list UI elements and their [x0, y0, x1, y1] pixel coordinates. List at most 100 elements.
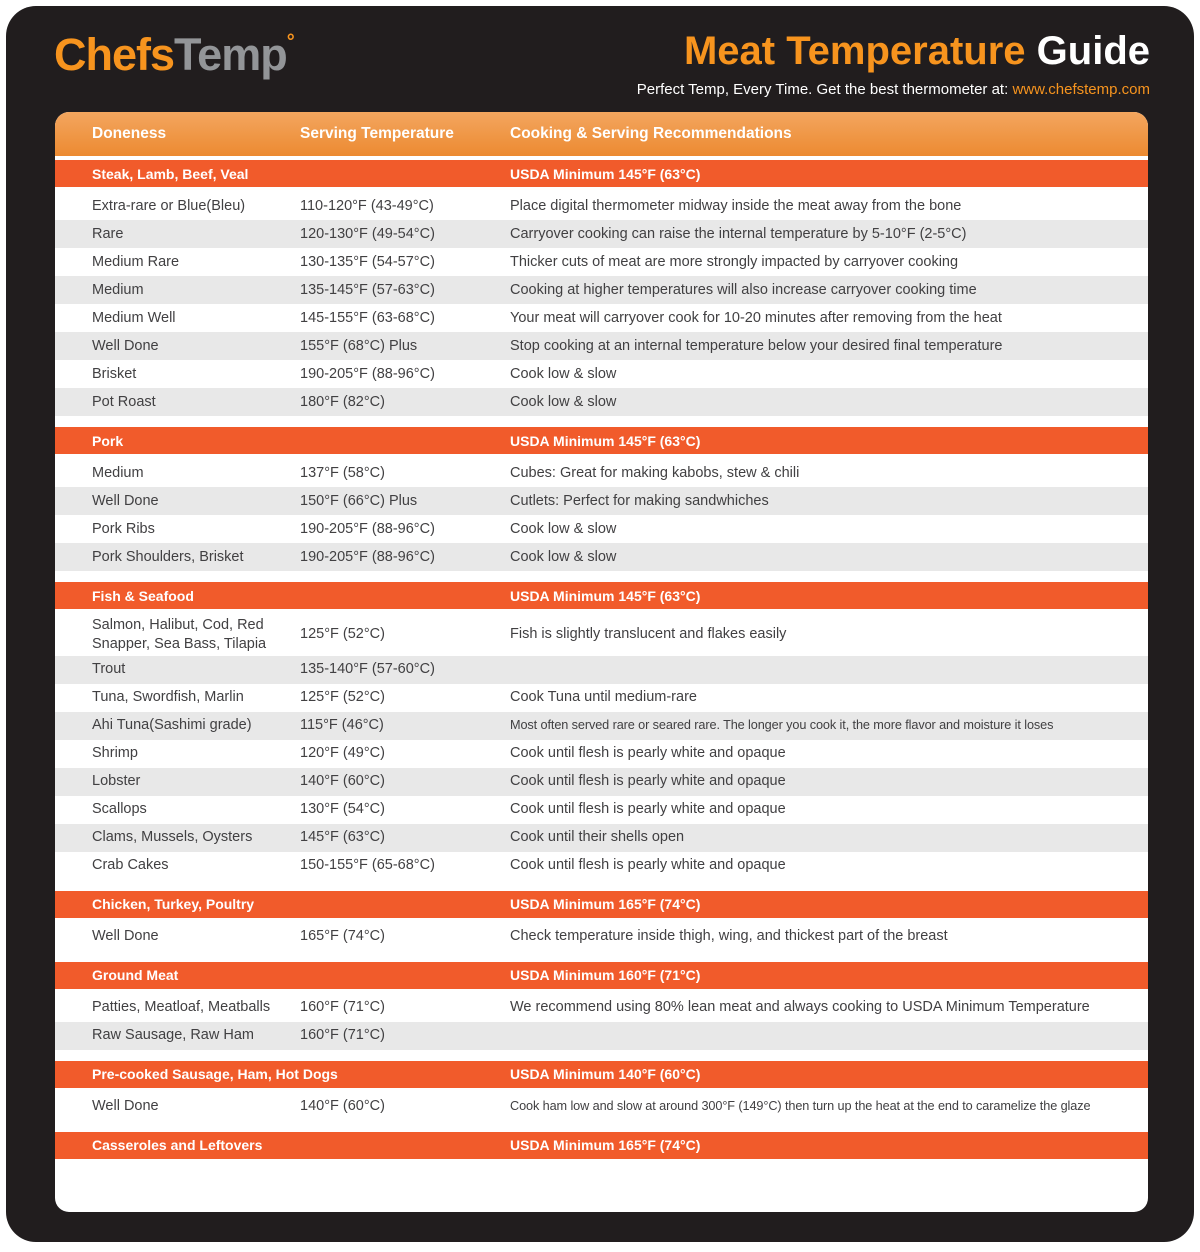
cell-doneness: Shrimp — [92, 745, 138, 762]
cell-recommendation: Cook ham low and slow at around 300°F (1… — [510, 1099, 1091, 1114]
cell-serving-temperature: 150-155°F (65-68°C) — [300, 857, 435, 874]
cell-recommendation: Cook low & slow — [510, 365, 617, 382]
cell-serving-temperature: 125°F (52°C) — [300, 689, 385, 706]
section-title: Steak, Lamb, Beef, Veal — [92, 165, 249, 182]
table-row: Patties, Meatloaf, Meatballs 160°F (71°C)… — [55, 994, 1148, 1022]
table-row: Trout 135-140°F (57-60°C) — [55, 655, 1148, 684]
table-sections: Steak, Lamb, Beef, Veal USDA Minimum 145°… — [55, 160, 1148, 1164]
cell-recommendation: Cubes: Great for making kabobs, stew & c… — [510, 464, 800, 481]
cell-doneness: Pork Ribs — [92, 520, 155, 537]
cell-doneness: Lobster — [92, 773, 141, 790]
table-row: Extra-rare or Blue(Bleu) 110-120°F (43-49… — [55, 192, 1148, 220]
table-row: Salmon, Halibut, Cod, Red Snapper, Sea B… — [55, 614, 1148, 656]
tagline-text: Perfect Temp, Every Time. Get the best t… — [636, 81, 1009, 98]
cell-serving-temperature: 130-135°F (54-57°C) — [300, 253, 435, 270]
poster-card: ChefsTemp° Meat Temperature Guide Perfec… — [6, 6, 1194, 1242]
column-header-recommendations: Cooking & Serving Recommendations — [510, 125, 792, 142]
cell-serving-temperature: 160°F (71°C) — [300, 999, 385, 1016]
table-row: Medium 137°F (58°C) Cubes: Great for makin… — [55, 459, 1148, 487]
cell-doneness: Pork Shoulders, Brisket — [92, 548, 244, 565]
cell-doneness: Clams, Mussels, Oysters — [92, 829, 253, 846]
page-header: ChefsTemp° Meat Temperature Guide Perfec… — [6, 6, 1194, 98]
cell-doneness: Medium — [92, 464, 144, 481]
table-header-row: Doneness Serving Temperature Cooking & S… — [55, 112, 1148, 156]
table-row: Pork Ribs 190-205°F (88-96°C) Cook low & s… — [55, 515, 1148, 543]
cell-doneness: Pot Roast — [92, 393, 156, 410]
table-row: Pork Shoulders, Brisket 190-205°F (88-96°… — [55, 543, 1148, 571]
cell-serving-temperature: 140°F (60°C) — [300, 773, 385, 790]
section-bar: Steak, Lamb, Beef, Veal USDA Minimum 145°… — [55, 160, 1148, 187]
cell-recommendation: Cook Tuna until medium-rare — [510, 689, 697, 706]
cell-doneness: Brisket — [92, 365, 137, 382]
cell-recommendation: Your meat will carryover cook for 10-20 … — [510, 309, 1002, 326]
section-usda-minimum: USDA Minimum 165°F (74°C) — [510, 896, 701, 913]
cell-recommendation: We recommend using 80% lean meat and alw… — [510, 999, 1090, 1016]
logo-chefs: Chefs — [54, 29, 175, 80]
cell-recommendation: Carryover cooking can raise the internal… — [510, 225, 967, 242]
section-block: Fish & Seafood USDA Minimum 145°F (63°C) S… — [55, 582, 1148, 880]
cell-serving-temperature: 135-145°F (57-63°C) — [300, 281, 435, 298]
section-block: Casseroles and Leftovers USDA Minimum 165… — [55, 1131, 1148, 1164]
cell-serving-temperature: 180°F (82°C) — [300, 393, 385, 410]
section-bar: Ground Meat USDA Minimum 160°F (71°C) — [55, 961, 1148, 989]
chefstemp-logo: ChefsTemp° — [54, 29, 295, 80]
cell-serving-temperature: 165°F (74°C) — [300, 928, 385, 945]
cell-recommendation: Stop cooking at an internal temperature … — [510, 337, 1003, 354]
cell-serving-temperature: 137°F (58°C) — [300, 464, 385, 481]
cell-serving-temperature: 135-140°F (57-60°C) — [300, 661, 435, 678]
cell-recommendation: Cook until flesh is pearly white and opa… — [510, 857, 786, 874]
section-bar: Fish & Seafood USDA Minimum 145°F (63°C) — [55, 582, 1148, 609]
table-row: Shrimp 120°F (49°C) Cook until flesh is pe… — [55, 740, 1148, 768]
tagline: Perfect Temp, Every Time. Get the best t… — [637, 81, 1150, 98]
cell-doneness: Salmon, Halibut, Cod, Red Snapper, Sea B… — [92, 617, 267, 652]
section-rows — [55, 1159, 1148, 1164]
column-header-doneness: Doneness — [92, 125, 167, 142]
cell-recommendation: Cook low & slow — [510, 520, 617, 537]
cell-recommendation: Thicker cuts of meat are more strongly i… — [510, 253, 959, 270]
table-row: Well Done 140°F (60°C) Cook ham low and sl… — [55, 1093, 1148, 1121]
cell-serving-temperature: 145-155°F (63-68°C) — [300, 309, 435, 326]
cell-doneness: Medium Well — [92, 309, 176, 326]
cell-serving-temperature: 190-205°F (88-96°C) — [300, 548, 435, 565]
table-row: Ahi Tuna(Sashimi grade) 115°F (46°C) Most … — [55, 711, 1148, 740]
tagline-link[interactable]: www.chefstemp.com — [1012, 81, 1150, 98]
cell-recommendation: Cutlets: Perfect for making sandwhiches — [510, 492, 769, 509]
table-row: Scallops 130°F (54°C) Cook until flesh is … — [55, 796, 1148, 824]
cell-doneness: Crab Cakes — [92, 857, 169, 874]
section-rows: Salmon, Halibut, Cod, Red Snapper, Sea B… — [55, 609, 1148, 880]
cell-recommendation: Cook low & slow — [510, 393, 617, 410]
cell-recommendation: Cook low & slow — [510, 548, 617, 565]
page-title-rest: Guide — [1025, 29, 1150, 73]
section-title: Casseroles and Leftovers — [92, 1137, 263, 1154]
cell-serving-temperature: 140°F (60°C) — [300, 1098, 385, 1115]
cell-doneness: Well Done — [92, 492, 159, 509]
section-usda-minimum: USDA Minimum 145°F (63°C) — [510, 587, 701, 604]
section-bar: Pork USDA Minimum 145°F (63°C) — [55, 427, 1148, 454]
cell-doneness: Scallops — [92, 801, 147, 818]
logo-temp: Temp — [174, 29, 288, 80]
section-rows: Well Done 140°F (60°C) Cook ham low and sl… — [55, 1088, 1148, 1121]
table-row: Well Done 165°F (74°C) Check temperature i… — [55, 923, 1148, 951]
section-title: Chicken, Turkey, Poultry — [92, 896, 255, 913]
section-usda-minimum: USDA Minimum 160°F (71°C) — [510, 967, 701, 984]
cell-doneness: Tuna, Swordfish, Marlin — [92, 689, 244, 706]
table-row: Raw Sausage, Raw Ham 160°F (71°C) — [55, 1021, 1148, 1050]
section-block: Steak, Lamb, Beef, Veal USDA Minimum 145°… — [55, 160, 1148, 416]
cell-doneness: Well Done — [92, 1098, 159, 1115]
table-row: Lobster 140°F (60°C) Cook until flesh is p… — [55, 767, 1148, 796]
table-row: Rare 120-130°F (49-54°C) Carryover cooking… — [55, 220, 1148, 248]
cell-doneness: Well Done — [92, 337, 159, 354]
column-header-serving-temperature: Serving Temperature — [300, 125, 454, 142]
cell-recommendation: Place digital thermometer midway inside … — [510, 197, 962, 214]
section-usda-minimum: USDA Minimum 145°F (63°C) — [510, 432, 701, 449]
section-bar: Chicken, Turkey, Poultry USDA Minimum 165… — [55, 890, 1148, 918]
cell-recommendation: Cook until flesh is pearly white and opa… — [510, 801, 786, 818]
section-block: Pork USDA Minimum 145°F (63°C) Medium 137°F… — [55, 427, 1148, 571]
section-bar: Pre-cooked Sausage, Ham, Hot Dogs USDA Mi… — [55, 1060, 1148, 1088]
table-row: Pot Roast 180°F (82°C) Cook low & slow — [55, 388, 1148, 416]
cell-serving-temperature: 190-205°F (88-96°C) — [300, 365, 435, 382]
section-usda-minimum: USDA Minimum 140°F (60°C) — [510, 1066, 701, 1083]
table-row: Medium Well 145-155°F (63-68°C) Your meat … — [55, 304, 1148, 332]
section-block: Chicken, Turkey, Poultry USDA Minimum 165… — [55, 890, 1148, 951]
cell-recommendation: Cook until flesh is pearly white and opa… — [510, 745, 786, 762]
